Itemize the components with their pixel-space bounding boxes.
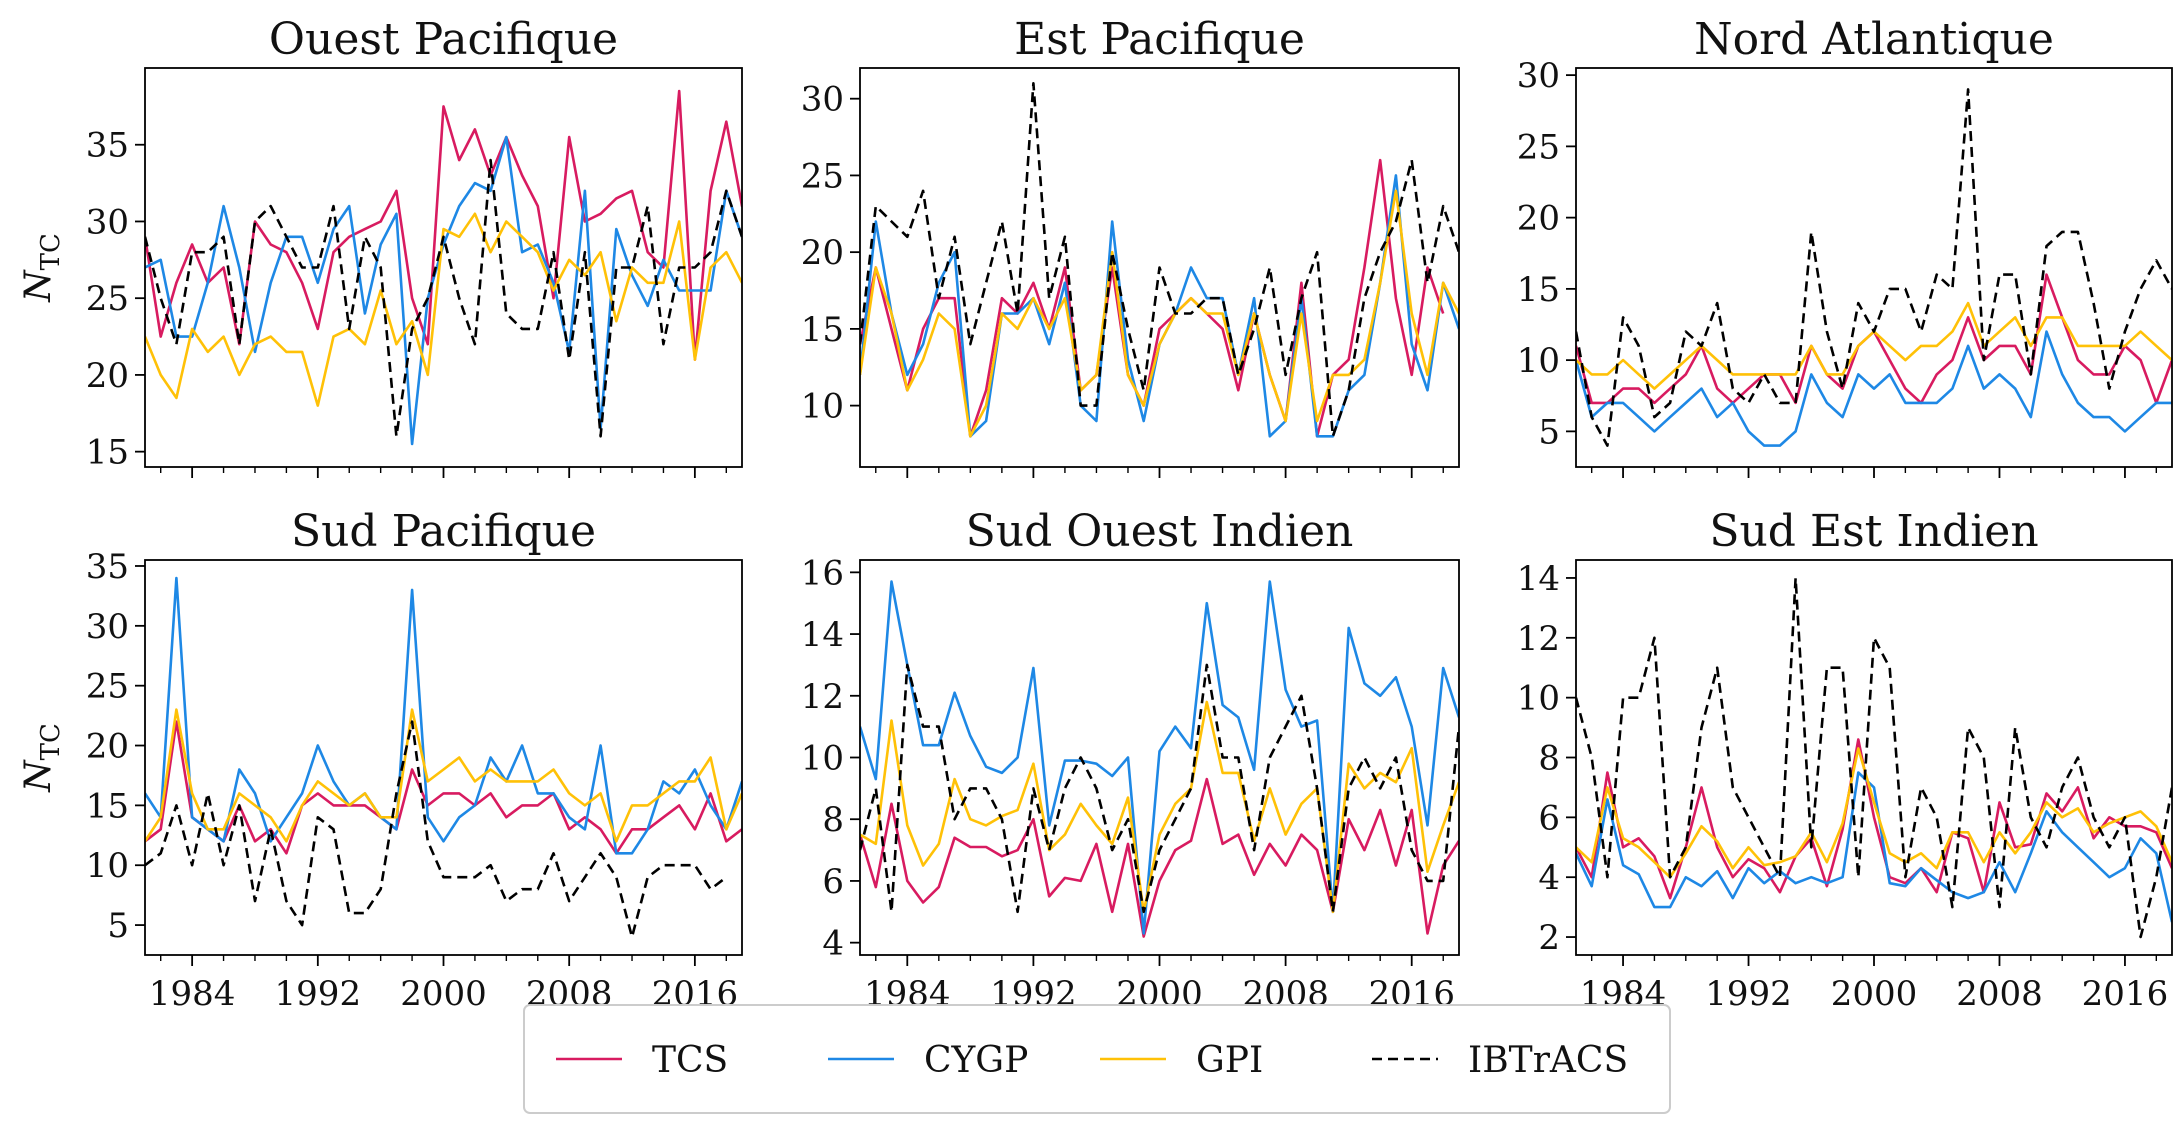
series-line-gpi xyxy=(145,212,742,407)
series-line-tcs xyxy=(145,89,742,361)
series-line-cygp xyxy=(145,135,742,446)
panel-title: Sud Ouest Indien xyxy=(966,506,1354,557)
series-line-tcs xyxy=(1576,738,2172,900)
x-tick-label: 2000 xyxy=(1831,974,1918,1014)
legend-label-ibtracs: IBTrACS xyxy=(1468,1040,1628,1081)
y-tick-label: 30 xyxy=(1517,56,1560,96)
series-line-gpi xyxy=(860,700,1459,914)
y-tick-label: 10 xyxy=(1517,341,1560,381)
y-tick-label: 4 xyxy=(822,924,844,964)
y-tick-label: 4 xyxy=(1538,858,1560,898)
legend-label-gpi: GPI xyxy=(1196,1040,1263,1081)
series-group xyxy=(1576,576,2172,939)
series-line-tcs xyxy=(145,720,742,855)
y-tick-label: 25 xyxy=(86,667,129,707)
x-tick-label: 2016 xyxy=(2082,974,2169,1014)
series-line-cygp xyxy=(860,580,1459,935)
series-line-cygp xyxy=(1576,330,2172,447)
y-tick-label: 5 xyxy=(1538,412,1560,452)
legend-label-tcs: TCS xyxy=(652,1040,728,1081)
y-tick-label: 15 xyxy=(1517,270,1560,310)
x-tick-label: 2008 xyxy=(1956,974,2043,1014)
panel-title: Nord Atlantique xyxy=(1694,14,2054,65)
x-tick-label: 1992 xyxy=(1705,974,1792,1014)
series-line-ibtracs xyxy=(860,82,1459,438)
series-line-ibtracs xyxy=(1576,576,2172,939)
y-tick-label: 12 xyxy=(801,677,844,717)
series-line-ibtracs xyxy=(145,158,742,438)
y-tick-label: 10 xyxy=(86,846,129,886)
series-line-gpi xyxy=(145,708,742,843)
x-tick-label: 1984 xyxy=(149,974,236,1014)
y-tick-label: 16 xyxy=(801,553,844,593)
axes-frame xyxy=(144,559,743,956)
y-tick-label: 30 xyxy=(801,80,844,120)
y-tick-label: 12 xyxy=(1517,619,1560,659)
axes-frame xyxy=(144,67,743,468)
y-tick-label: 25 xyxy=(1517,127,1560,167)
y-tick-label: 8 xyxy=(822,800,844,840)
y-tick-label: 25 xyxy=(801,156,844,196)
series-group xyxy=(1576,88,2172,447)
y-tick-label: 14 xyxy=(1517,559,1560,599)
series-line-cygp xyxy=(1576,771,2172,923)
y-tick-label: 6 xyxy=(1538,798,1560,838)
series-group xyxy=(860,580,1459,938)
y-tick-label: 15 xyxy=(801,310,844,350)
y-tick-label: 20 xyxy=(86,356,129,396)
panel-title: Est Pacifique xyxy=(1014,14,1305,65)
y-tick-label: 14 xyxy=(801,615,844,655)
y-tick-label: 20 xyxy=(801,233,844,273)
y-tick-label: 8 xyxy=(1538,739,1560,779)
series-line-gpi xyxy=(860,189,1459,438)
panel-3: 5 10 15 20 25 30 Nord Atlantique xyxy=(1517,14,2173,478)
panel-title: Sud Pacifique xyxy=(291,506,596,557)
series-line-ibtracs xyxy=(860,663,1459,914)
axes-frame xyxy=(1575,559,2173,956)
y-tick-label: 30 xyxy=(86,202,129,242)
legend: TCS CYGP GPI IBTrACS xyxy=(523,1004,1671,1114)
y-tick-label: 20 xyxy=(86,727,129,767)
y-tick-label: 35 xyxy=(86,126,129,166)
series-line-gpi xyxy=(1576,301,2172,390)
panel-1: 15 20 25 30 35 Ouest Pacifique NTC xyxy=(18,14,743,478)
y-tick-label: 10 xyxy=(1517,679,1560,719)
y-tick-label: 25 xyxy=(86,279,129,319)
y-tick-label: 2 xyxy=(1538,918,1560,958)
panel-title: Sud Est Indien xyxy=(1709,506,2038,557)
legend-label-cygp: CYGP xyxy=(924,1040,1028,1081)
panel-2: 10 15 20 25 30 Est Pacifique xyxy=(801,14,1460,478)
y-tick-label: 10 xyxy=(801,387,844,427)
y-axis-label: NTC xyxy=(18,723,66,793)
series-line-ibtracs xyxy=(1576,88,2172,447)
series-line-cygp xyxy=(145,576,742,855)
y-tick-label: 35 xyxy=(86,547,129,587)
y-tick-label: 30 xyxy=(86,607,129,647)
y-axis-label: NTC xyxy=(18,233,66,303)
y-tick-label: 15 xyxy=(86,786,129,826)
y-tick-label: 20 xyxy=(1517,199,1560,239)
y-tick-label: 15 xyxy=(86,433,129,473)
series-line-tcs xyxy=(1576,273,2172,405)
y-tick-label: 6 xyxy=(822,862,844,902)
series-line-ibtracs xyxy=(145,720,728,939)
y-tick-label: 10 xyxy=(801,739,844,779)
panel-title: Ouest Pacifique xyxy=(269,14,618,65)
series-line-tcs xyxy=(860,777,1459,938)
series-group xyxy=(860,82,1459,438)
legend-box xyxy=(523,1004,1671,1114)
series-group xyxy=(145,89,742,446)
y-tick-label: 5 xyxy=(107,906,129,946)
series-line-tcs xyxy=(860,158,1445,438)
series-group xyxy=(145,576,742,939)
series-line-cygp xyxy=(860,174,1459,438)
x-tick-label: 2000 xyxy=(400,974,487,1014)
x-tick-label: 1992 xyxy=(275,974,362,1014)
